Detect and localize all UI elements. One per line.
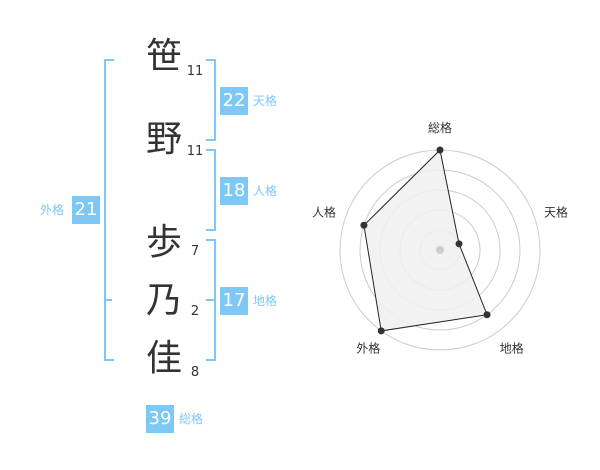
gaikaku-bracket-tick: [104, 299, 112, 301]
name-char-2: 野: [145, 119, 182, 160]
stroke-count-5: 8: [190, 365, 200, 380]
radar-axis-label: 天格: [544, 204, 568, 219]
chikaku-label: 地格: [253, 294, 278, 308]
soukaku-value: 39: [146, 405, 174, 433]
stroke-count-1: 11: [186, 64, 204, 79]
radar-axis-label: 総格: [428, 120, 452, 135]
jinkaku-bracket: [206, 149, 216, 231]
radar-axis-label: 人格: [312, 204, 336, 219]
stroke-count-2: 11: [186, 144, 204, 159]
name-char-5: 佳: [145, 338, 182, 379]
stroke-count-3: 7: [190, 244, 200, 259]
tenkaku-bracket: [206, 59, 216, 141]
radar-point: [483, 311, 491, 319]
name-char-4: 乃: [145, 280, 182, 321]
jinkaku-label: 人格: [253, 184, 278, 198]
chikaku-bracket-tick: [206, 299, 214, 301]
radar-point: [455, 240, 463, 248]
stroke-count-4: 2: [190, 304, 200, 319]
radar-axis-label: 外格: [356, 341, 380, 356]
radar-center: [436, 246, 444, 254]
chikaku-bracket: [206, 239, 216, 361]
chikaku-value: 17: [220, 287, 248, 315]
radar-point: [377, 327, 385, 335]
tenkaku-value: 22: [220, 87, 248, 115]
name-char-3: 歩: [145, 222, 182, 263]
name-char-1: 笹: [145, 36, 182, 77]
radar-point: [360, 221, 368, 229]
tenkaku-label: 天格: [253, 94, 278, 108]
radar-axis-label: 地格: [500, 341, 524, 356]
jinkaku-value: 18: [220, 177, 248, 205]
gaikaku-value: 21: [72, 196, 100, 224]
gaikaku-bracket: [104, 59, 114, 361]
soukaku-label: 総格: [179, 412, 204, 426]
radar-area: [363, 148, 488, 332]
gaikaku-label: 外格: [40, 203, 65, 217]
radar-point: [436, 146, 444, 154]
